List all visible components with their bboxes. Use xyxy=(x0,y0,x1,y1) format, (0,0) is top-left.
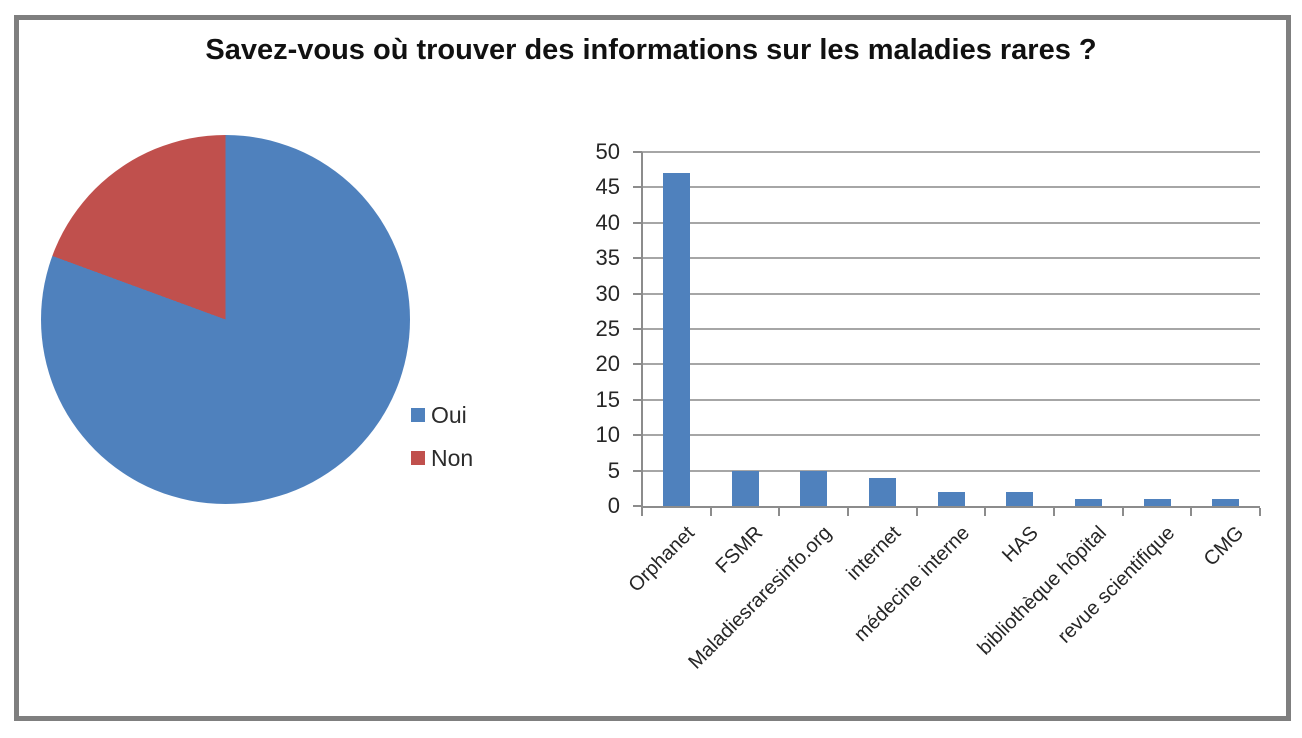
x-tick-9 xyxy=(1259,508,1261,516)
gridline-10 xyxy=(642,434,1260,437)
x-tick-2 xyxy=(778,508,781,516)
x-tick-7 xyxy=(1121,508,1124,516)
legend-item-oui: Oui xyxy=(411,401,473,429)
legend-label-non: Non xyxy=(431,445,474,471)
x-tick-6 xyxy=(1053,508,1055,516)
gridline-40 xyxy=(642,221,1260,224)
bar-HAS xyxy=(1006,491,1034,506)
x-tick-8 xyxy=(1190,508,1193,516)
y-tick-label-45: 45 xyxy=(595,174,620,200)
y-tick-25 xyxy=(633,328,642,330)
y-tick-label-20: 20 xyxy=(595,351,620,377)
gridline-15 xyxy=(642,398,1260,401)
x-tick-5 xyxy=(984,508,987,516)
pie-chart xyxy=(41,135,410,504)
bar-bibliothèque hôpital xyxy=(1074,498,1102,506)
legend-item-non: Non xyxy=(411,444,473,472)
bar-médecine interne xyxy=(937,491,965,506)
bar-internet xyxy=(868,477,896,506)
y-tick-40 xyxy=(633,221,642,224)
y-tick-5 xyxy=(633,469,642,472)
x-tick-3 xyxy=(847,508,849,516)
y-tick-30 xyxy=(633,292,642,295)
pie-legend: Oui Non xyxy=(411,401,473,487)
y-tick-label-10: 10 xyxy=(595,422,620,448)
bar-chart: 0 5 10 15 20 25 30 35 40 45 50 Orphanet FSMR Maladie… xyxy=(596,139,1261,674)
y-tick-label-25: 25 xyxy=(595,316,620,341)
x-tick-1 xyxy=(709,508,712,516)
x-tick-0 xyxy=(641,508,643,516)
chart-title: Savez-vous où trouver des informations s… xyxy=(205,34,1097,66)
legend-swatch-oui xyxy=(411,408,425,422)
y-tick-label-15: 15 xyxy=(595,386,620,412)
y-tick-label-35: 35 xyxy=(595,245,620,271)
legend-label-oui: Oui xyxy=(431,402,467,428)
y-tick-label-5: 5 xyxy=(607,457,620,483)
y-tick-label-50: 50 xyxy=(595,139,620,164)
gridline-5 xyxy=(642,469,1260,472)
y-tick-20 xyxy=(633,363,642,366)
bar-Orphanet xyxy=(662,173,690,506)
gridline-50 xyxy=(642,151,1260,153)
bar-CMG xyxy=(1212,498,1240,506)
y-tick-label-30: 30 xyxy=(595,280,620,306)
gridline-30 xyxy=(642,292,1260,295)
y-tick-label-40: 40 xyxy=(595,209,620,235)
gridline-25 xyxy=(642,328,1260,330)
legend-swatch-non xyxy=(411,451,425,465)
y-axis xyxy=(641,152,643,508)
x-axis xyxy=(642,506,1260,508)
bar-FSMR xyxy=(731,470,759,506)
y-tick-50 xyxy=(633,151,642,153)
y-tick-0 xyxy=(633,505,642,507)
y-tick-label-0: 0 xyxy=(607,493,620,518)
y-tick-45 xyxy=(633,186,642,189)
bar-Maladiesraresinfo.org xyxy=(800,470,828,506)
gridline-35 xyxy=(642,257,1260,260)
y-tick-10 xyxy=(633,434,642,437)
gridline-20 xyxy=(642,363,1260,366)
y-tick-15 xyxy=(633,398,642,401)
x-tick-4 xyxy=(915,508,918,516)
bar-revue scientifique xyxy=(1143,498,1171,506)
gridline-45 xyxy=(642,186,1260,189)
y-tick-35 xyxy=(633,257,642,260)
